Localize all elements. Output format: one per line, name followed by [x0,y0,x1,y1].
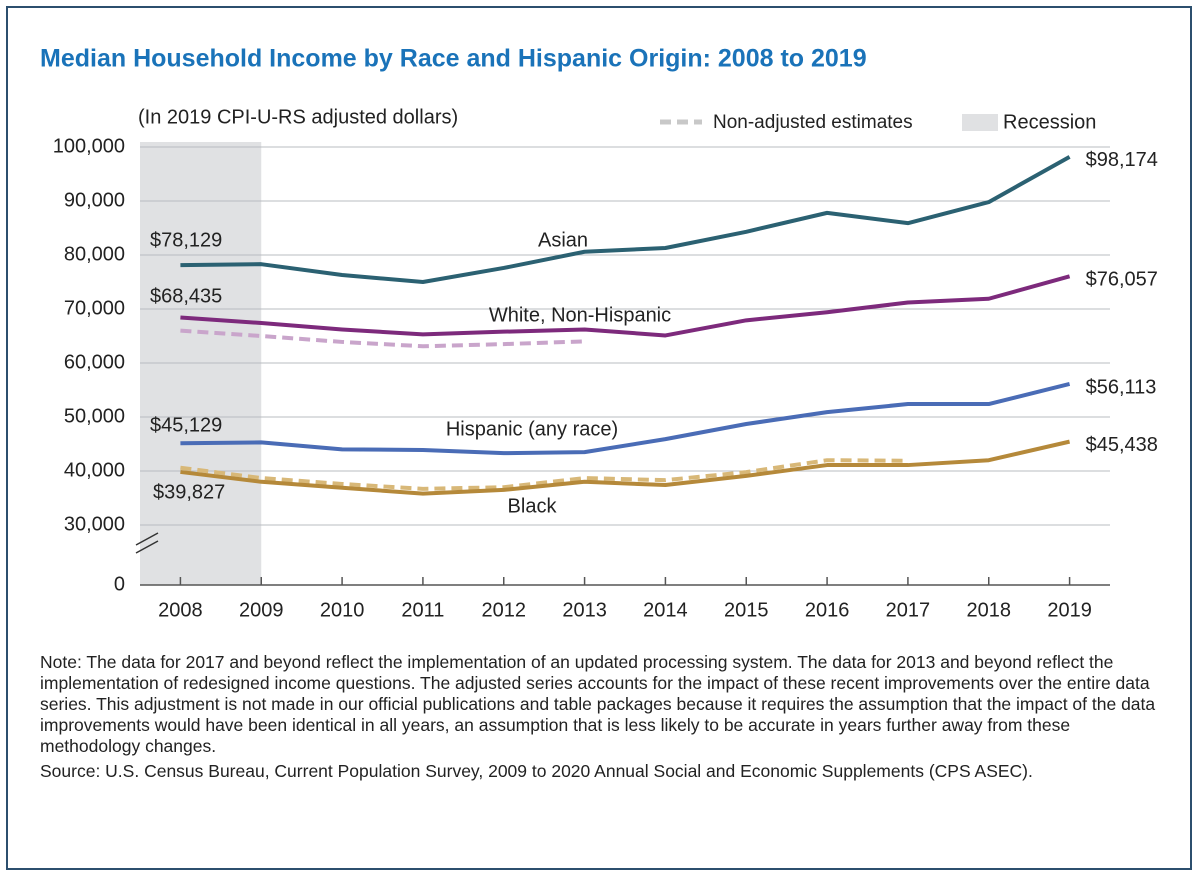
chart: Median Household Income by Race and Hisp… [40,45,1158,622]
notes: Note: The data for 2017 and beyond refle… [40,652,1170,786]
value-label: $56,113 [1086,376,1157,398]
y-tick-label: 100,000 [53,135,125,157]
x-tick-label: 2017 [886,599,931,621]
series-label: Asian [538,229,588,251]
series-label: White, Non-Hispanic [489,304,671,326]
value-label: $45,129 [150,414,222,436]
x-tick-label: 2011 [401,599,444,621]
x-tick-label: 2019 [1047,599,1092,621]
x-tick-label: 2016 [805,599,850,621]
axis-break [135,540,159,554]
y-tick-label: 70,000 [64,297,125,319]
y-tick-label: 50,000 [64,405,125,427]
value-label: $45,438 [1086,434,1158,456]
x-tick-label: 2013 [562,599,607,621]
x-tick-label: 2014 [643,599,688,621]
y-tick-label: 80,000 [64,243,125,265]
value-label: $76,057 [1086,269,1158,291]
value-label: $78,129 [150,229,222,251]
value-label: $39,827 [153,481,225,503]
series-line [180,155,1071,284]
legend-swatch [962,114,998,131]
x-tick-label: 2009 [239,599,284,621]
chart-title: Median Household Income by Race and Hisp… [40,45,867,73]
x-tick-label: 2010 [320,599,365,621]
value-label: $98,174 [1086,149,1158,171]
y-tick-label: 90,000 [64,189,125,211]
series-line [180,382,1071,456]
series-line [180,274,1071,338]
y-tick-label: 60,000 [64,351,125,373]
axis-break [135,532,159,546]
x-tick-label: 2018 [967,599,1012,621]
source: Source: U.S. Census Bureau, Current Popu… [40,761,1033,781]
x-tick-label: 2008 [158,599,203,621]
note: Note: The data for 2017 and beyond refle… [40,652,1156,756]
value-label: $68,435 [150,285,222,307]
series-line [180,439,1071,496]
y-tick-label: 40,000 [64,459,125,481]
legend-label: Non-adjusted estimates [713,112,913,133]
y-tick-label: 0 [114,573,125,595]
series-label: Black [508,495,558,517]
non-adjusted-line [180,458,908,491]
x-tick-label: 2015 [724,599,769,621]
x-tick-label: 2012 [482,599,527,621]
legend-label: Recession [1003,111,1096,133]
series-label: Hispanic (any race) [446,418,618,440]
y-tick-label: 30,000 [64,513,125,535]
frame [6,6,1192,870]
chart-subtitle: (In 2019 CPI-U-RS adjusted dollars) [138,106,458,128]
